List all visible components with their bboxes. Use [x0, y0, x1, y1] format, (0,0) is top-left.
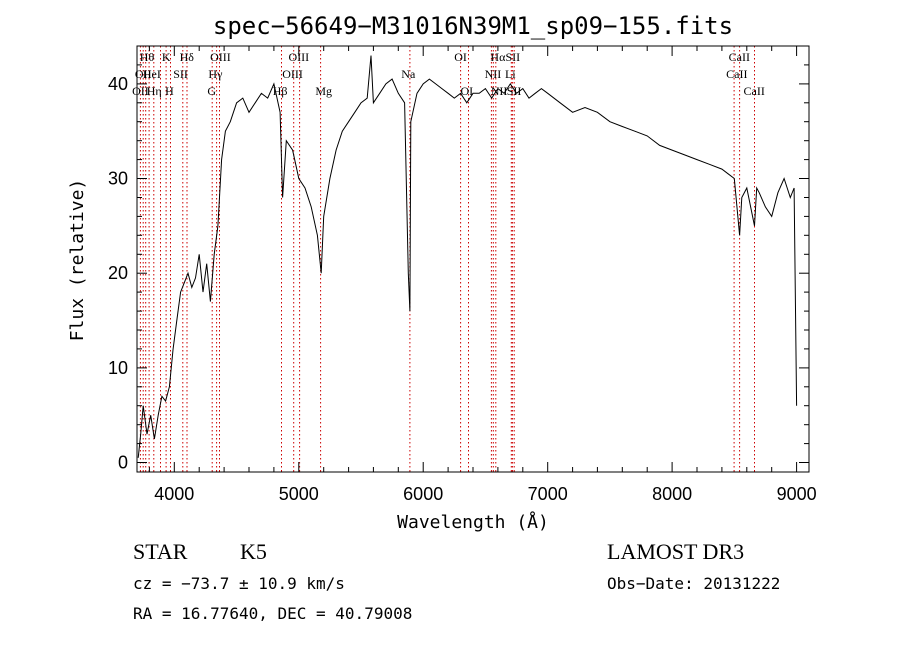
emission-line-markers	[139, 46, 755, 472]
emission-line-labels: OII OII Hθ HeI Hη K H SII Hδ G Hγ OIII Hβ OIII OIII Mg N…	[132, 50, 765, 98]
emission-line-label: HeI	[143, 67, 161, 81]
emission-line-label: OIII	[288, 50, 309, 64]
emission-line-label: Hη	[147, 84, 162, 98]
emission-line-label: CaII	[729, 50, 750, 64]
observation-date: Obs−Date: 20131222	[607, 574, 780, 593]
x-tick-label: 9000	[777, 484, 817, 504]
emission-line-label: Hθ	[140, 50, 155, 64]
chart-title: spec−56649−M31016N39M1_sp09−155.fits	[213, 12, 733, 40]
emission-line-label: OII	[135, 67, 152, 81]
emission-line-label: H	[165, 84, 174, 98]
x-tick-label: 6000	[403, 484, 443, 504]
emission-line-label: Hγ	[208, 67, 223, 81]
survey-name: LAMOST DR3	[607, 539, 744, 564]
emission-line-label: K	[162, 50, 171, 64]
y-tick-label: 30	[108, 169, 128, 189]
emission-line-label: Na	[401, 67, 416, 81]
emission-line-label: Hδ	[180, 50, 195, 64]
emission-line-label: Hβ	[273, 84, 288, 98]
y-tick-label: 10	[108, 358, 128, 378]
emission-line-label: Hα	[490, 50, 506, 64]
emission-line-label: SII	[173, 67, 188, 81]
coordinates-readout: RA = 16.77640, DEC = 40.79008	[133, 604, 412, 623]
x-tick-label: 7000	[528, 484, 568, 504]
x-axis-label: Wavelength (Å)	[397, 511, 549, 533]
x-tick-label: 5000	[279, 484, 319, 504]
y-tick-label: 40	[108, 74, 128, 94]
x-tick-label: 8000	[652, 484, 692, 504]
emission-line-label: CaII	[744, 84, 765, 98]
emission-line-label: SII	[505, 50, 520, 64]
x-tick-label: 4000	[154, 484, 194, 504]
emission-line-label: OIII	[210, 50, 231, 64]
emission-line-label: Mg	[315, 84, 332, 98]
emission-line-label: CaII	[726, 67, 747, 81]
emission-line-label: NII	[491, 84, 508, 98]
emission-line-label: G	[207, 84, 216, 98]
y-tick-label: 20	[108, 263, 128, 283]
plot-frame	[136, 45, 810, 473]
emission-line-label: NII	[485, 67, 502, 81]
y-axis-label: Flux (relative)	[67, 179, 88, 342]
emission-line-label: Li	[505, 67, 516, 81]
redshift-readout: cz = −73.7 ± 10.9 km/s	[133, 574, 345, 593]
emission-line-label: OII	[132, 84, 149, 98]
emission-line-label: OI	[454, 50, 467, 64]
spectral-subclass: K5	[240, 539, 267, 564]
spectrum-line	[137, 55, 798, 458]
emission-line-label: OI	[460, 84, 473, 98]
y-axis-ticks: 0 10 20 30 40	[108, 64, 809, 473]
emission-line-label: SII	[507, 84, 522, 98]
emission-line-label: OIII	[282, 67, 303, 81]
x-axis-ticks: 4000 5000 6000 7000 8000 9000	[148, 46, 817, 504]
object-class: STAR	[133, 539, 188, 564]
y-tick-label: 0	[118, 453, 128, 473]
